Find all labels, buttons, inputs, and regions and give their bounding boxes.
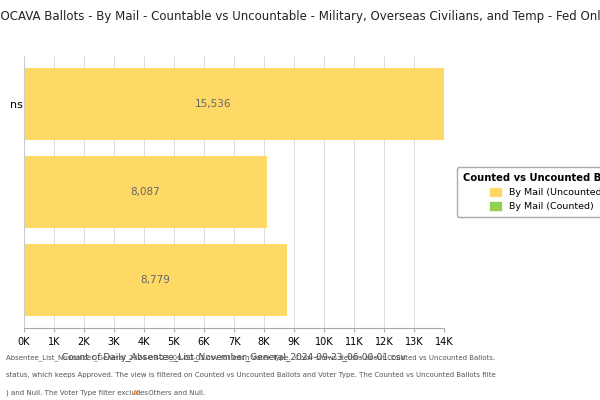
Bar [24, 68, 490, 140]
Text: status, which keeps Approved. The view is filtered on Counted vs Uncounted Ballo: status, which keeps Approved. The view i… [6, 372, 496, 378]
Text: UOCAVA Ballots - By Mail - Countable vs Uncountable - Military, Overseas Civilia: UOCAVA Ballots - By Mail - Countable vs … [0, 10, 600, 23]
Text: 8,779: 8,779 [141, 275, 170, 285]
Text: Others and Null.: Others and Null. [146, 390, 206, 396]
Text: ) and Null. The Voter Type filter excludes: ) and Null. The Voter Type filter exclud… [6, 390, 150, 396]
Text: Absentee_List_November_General_2024-09-23_06-00-01.csv for each Voter Type.  Col: Absentee_List_November_General_2024-09-2… [6, 354, 495, 361]
X-axis label: Count of Daily_Absentee_List_November_General_2024-09-23_06-00-01.csv: Count of Daily_Absentee_List_November_Ge… [62, 352, 406, 362]
Bar [24, 156, 266, 228]
Text: 8,087: 8,087 [130, 187, 160, 197]
Text: 15,536: 15,536 [195, 99, 231, 109]
Text: All: All [133, 390, 142, 396]
Bar [24, 244, 287, 316]
Legend: By Mail (Uncounted), By Mail (Counted): By Mail (Uncounted), By Mail (Counted) [457, 168, 600, 216]
